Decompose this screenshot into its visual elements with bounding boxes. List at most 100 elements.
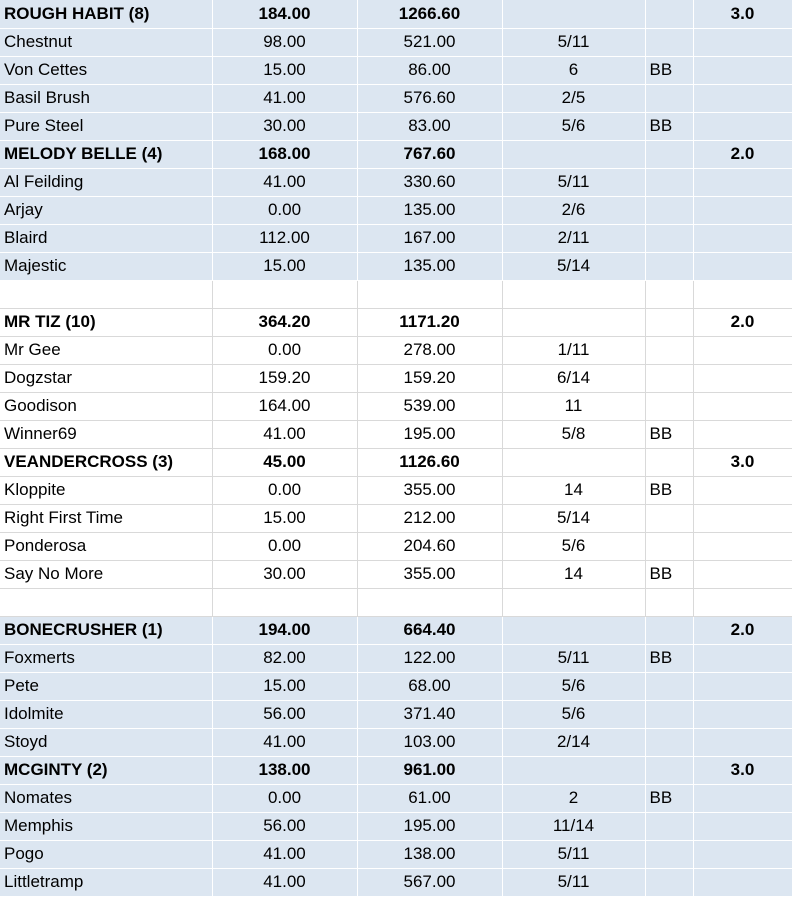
member-points: 30.00 (212, 112, 358, 141)
team-points: 184.00 (212, 0, 358, 29)
member-rating-cell (693, 476, 792, 505)
member-points: 0.00 (212, 476, 358, 505)
member-odds: 5/6 (502, 112, 646, 141)
member-rating-cell (693, 364, 792, 393)
member-total: 167.00 (357, 224, 503, 253)
member-name: Right First Time (0, 504, 213, 533)
member-odds: 5/11 (502, 28, 646, 57)
member-name: Pete (0, 672, 213, 701)
empty-cell (0, 588, 213, 617)
team-flag-cell (645, 616, 694, 645)
member-points: 41.00 (212, 84, 358, 113)
team-header-row: ROUGH HABIT (8) 184.00 1266.60 3.0 (0, 0, 792, 29)
member-row: Right First Time 15.00 212.00 5/14 (0, 504, 792, 533)
member-points: 15.00 (212, 252, 358, 281)
member-flag (645, 28, 694, 57)
member-odds: 5/8 (502, 420, 646, 449)
member-total: 371.40 (357, 700, 503, 729)
team-odds-cell (502, 308, 646, 337)
member-row: Stoyd 41.00 103.00 2/14 (0, 728, 792, 757)
member-rating-cell (693, 784, 792, 813)
member-points: 15.00 (212, 56, 358, 85)
member-name: Blaird (0, 224, 213, 253)
member-name: Von Cettes (0, 56, 213, 85)
member-rating-cell (693, 504, 792, 533)
member-points: 159.20 (212, 364, 358, 393)
member-name: Majestic (0, 252, 213, 281)
member-points: 56.00 (212, 700, 358, 729)
member-total: 576.60 (357, 84, 503, 113)
member-points: 41.00 (212, 728, 358, 757)
team-points: 194.00 (212, 616, 358, 645)
member-total: 355.00 (357, 476, 503, 505)
member-points: 112.00 (212, 224, 358, 253)
team-points: 45.00 (212, 448, 358, 477)
member-total: 212.00 (357, 504, 503, 533)
member-row: Idolmite 56.00 371.40 5/6 (0, 700, 792, 729)
team-odds-cell (502, 0, 646, 29)
member-flag (645, 728, 694, 757)
member-total: 138.00 (357, 840, 503, 869)
member-points: 15.00 (212, 672, 358, 701)
member-row: Pete 15.00 68.00 5/6 (0, 672, 792, 701)
member-total: 195.00 (357, 812, 503, 841)
team-total: 1126.60 (357, 448, 503, 477)
member-points: 0.00 (212, 196, 358, 225)
member-total: 61.00 (357, 784, 503, 813)
empty-cell (357, 588, 503, 617)
member-row: Al Feilding 41.00 330.60 5/11 (0, 168, 792, 197)
member-name: Al Feilding (0, 168, 213, 197)
member-points: 82.00 (212, 644, 358, 673)
member-flag: BB (645, 56, 694, 85)
member-odds: 2/14 (502, 728, 646, 757)
member-total: 204.60 (357, 532, 503, 561)
member-total: 195.00 (357, 420, 503, 449)
member-total: 355.00 (357, 560, 503, 589)
member-rating-cell (693, 252, 792, 281)
member-points: 15.00 (212, 504, 358, 533)
member-rating-cell (693, 56, 792, 85)
team-header-row: MCGINTY (2) 138.00 961.00 3.0 (0, 756, 792, 785)
member-odds: 5/11 (502, 644, 646, 673)
member-rating-cell (693, 224, 792, 253)
member-flag (645, 812, 694, 841)
member-name: Dogzstar (0, 364, 213, 393)
member-name: Kloppite (0, 476, 213, 505)
member-odds: 5/6 (502, 532, 646, 561)
spacer-row (0, 588, 792, 617)
member-name: Littletramp (0, 868, 213, 897)
member-row: Winner69 41.00 195.00 5/8 BB (0, 420, 792, 449)
member-total: 539.00 (357, 392, 503, 421)
team-rating: 2.0 (693, 308, 792, 337)
team-rating: 3.0 (693, 448, 792, 477)
member-flag (645, 252, 694, 281)
team-odds-cell (502, 756, 646, 785)
team-name: MR TIZ (10) (0, 308, 213, 337)
member-name: Say No More (0, 560, 213, 589)
member-name: Ponderosa (0, 532, 213, 561)
member-total: 521.00 (357, 28, 503, 57)
member-rating-cell (693, 532, 792, 561)
member-points: 41.00 (212, 420, 358, 449)
member-rating-cell (693, 112, 792, 141)
member-row: Chestnut 98.00 521.00 5/11 (0, 28, 792, 57)
member-name: Foxmerts (0, 644, 213, 673)
empty-cell (212, 280, 358, 309)
member-odds: 5/11 (502, 168, 646, 197)
team-name: ROUGH HABIT (8) (0, 0, 213, 29)
member-points: 56.00 (212, 812, 358, 841)
member-name: Pure Steel (0, 112, 213, 141)
member-flag (645, 868, 694, 897)
member-rating-cell (693, 868, 792, 897)
member-row: Kloppite 0.00 355.00 14 BB (0, 476, 792, 505)
member-name: Chestnut (0, 28, 213, 57)
team-points: 138.00 (212, 756, 358, 785)
member-total: 68.00 (357, 672, 503, 701)
member-flag (645, 672, 694, 701)
member-odds: 5/6 (502, 700, 646, 729)
member-row: Arjay 0.00 135.00 2/6 (0, 196, 792, 225)
member-flag (645, 392, 694, 421)
member-rating-cell (693, 812, 792, 841)
member-row: Von Cettes 15.00 86.00 6 BB (0, 56, 792, 85)
member-total: 159.20 (357, 364, 503, 393)
